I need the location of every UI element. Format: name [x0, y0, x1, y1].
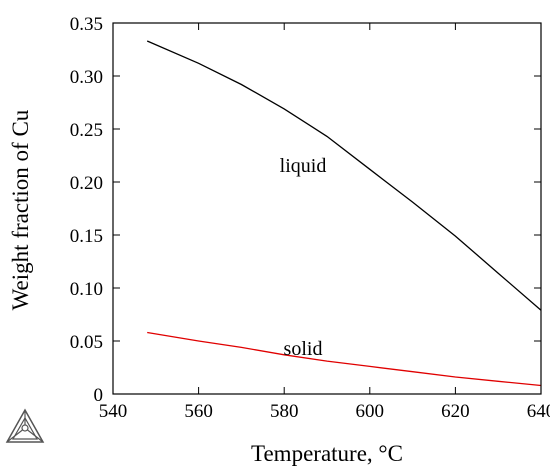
solid-label: solid — [284, 338, 323, 360]
y-tick-label: 0.10 — [70, 279, 103, 300]
y-tick-label: 0.05 — [70, 332, 103, 353]
solid-curve — [147, 331, 542, 387]
x-tick-label: 620 — [441, 401, 470, 422]
tick-layer — [112, 22, 542, 395]
x-tick-label: 600 — [356, 401, 385, 422]
liquid-curve — [146, 40, 542, 311]
tick-label-layer: 540 560 580 600 620 640 0 0.05 0.10 0.15 0.20 0.25 0… — [70, 14, 550, 422]
x-tick-label: 640 — [527, 401, 550, 422]
y-tick-label: 0.30 — [70, 67, 103, 88]
y-axis-title: Weight fraction of Cu — [8, 109, 33, 310]
y-tick-label: 0.25 — [70, 120, 103, 141]
x-axis-title: Temperature, °C — [251, 441, 403, 466]
y-tick-label: 0.35 — [70, 14, 103, 35]
thermo-calc-triangle-logo — [5, 408, 45, 443]
series-layer — [146, 40, 542, 387]
y-tick-label: 0 — [94, 385, 104, 406]
plot-frame — [112, 22, 542, 395]
x-tick-label: 540 — [99, 401, 128, 422]
x-tick-label: 580 — [270, 401, 299, 422]
y-tick-label: 0.15 — [70, 226, 103, 247]
liquid-label: liquid — [280, 155, 327, 177]
x-tick-label: 560 — [184, 401, 213, 422]
y-tick-label: 0.20 — [70, 173, 103, 194]
